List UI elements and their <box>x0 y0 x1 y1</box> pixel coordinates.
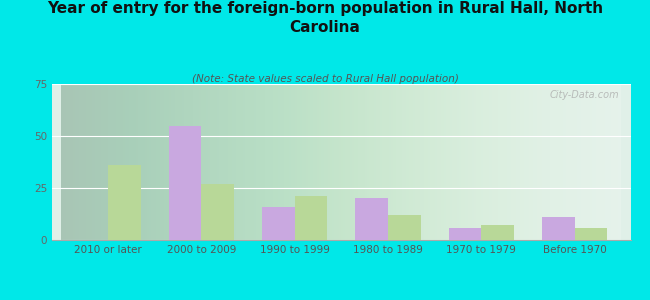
Bar <box>481 225 514 240</box>
Bar <box>356 198 388 240</box>
Bar <box>262 207 294 240</box>
Bar <box>202 184 234 240</box>
Bar <box>294 196 327 240</box>
Bar <box>388 215 421 240</box>
Text: Year of entry for the foreign-born population in Rural Hall, North
Carolina: Year of entry for the foreign-born popul… <box>47 2 603 35</box>
Bar <box>168 126 202 240</box>
Bar <box>575 227 607 240</box>
Text: (Note: State values scaled to Rural Hall population): (Note: State values scaled to Rural Hall… <box>192 74 458 83</box>
Bar <box>448 227 481 240</box>
Bar <box>108 165 140 240</box>
Text: City-Data.com: City-Data.com <box>549 90 619 100</box>
Legend: Rural Hall, North Carolina: Rural Hall, North Carolina <box>232 296 450 300</box>
Bar <box>542 217 575 240</box>
